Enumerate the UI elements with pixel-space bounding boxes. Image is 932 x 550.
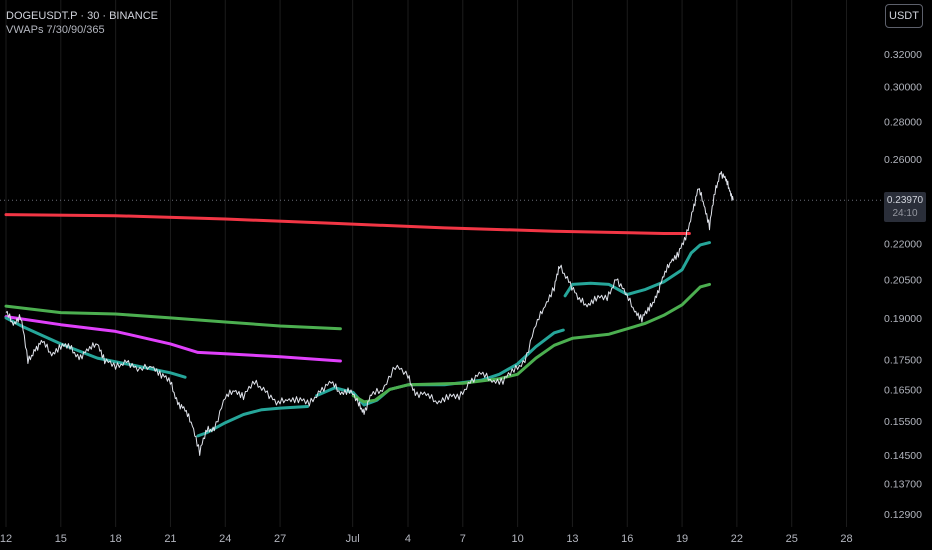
y-tick-label: 0.20500 (884, 274, 922, 286)
x-tick-label: 21 (164, 533, 176, 545)
x-tick-label: 10 (511, 533, 523, 545)
x-tick-label: 22 (731, 533, 743, 545)
bar-countdown: 24:10 (892, 208, 918, 220)
x-tick-label: 18 (110, 533, 122, 545)
x-tick-label: Jul (346, 533, 360, 545)
series-layer (4, 213, 711, 438)
y-tick-label: 0.15500 (884, 416, 922, 428)
vwap-line-teal-4 (196, 405, 309, 438)
chart-legend: DOGEUSDT.P · 30 · BINANCE VWAPs 7/30/90/… (6, 9, 158, 37)
y-tick-label: 0.19000 (884, 313, 922, 325)
last-price-tag: 0.23970 24:10 (884, 192, 926, 223)
vwap-line-teal-3 (4, 316, 187, 379)
y-tick-label: 0.12900 (884, 509, 922, 521)
y-tick-label: 0.32000 (884, 49, 922, 61)
axis-layer: 12 15 18 21 24 27 Jul 4 7 10 13 16 19 22 25 28 0.32000 0.… (0, 49, 922, 545)
y-tick-label: 0.22000 (884, 239, 922, 251)
symbol-title[interactable]: DOGEUSDT.P · 30 · BINANCE (6, 10, 158, 22)
x-tick-label: 28 (840, 533, 852, 545)
y-tick-label: 0.14500 (884, 450, 922, 462)
vwap-line-teal-6 (563, 241, 711, 298)
x-tick-label: 27 (274, 533, 286, 545)
vwap-line-green-7 (351, 282, 711, 404)
x-tick-label: 24 (219, 533, 231, 545)
x-tick-label: 25 (786, 533, 798, 545)
y-tick-label: 0.17500 (884, 355, 922, 367)
x-tick-label: 12 (0, 533, 12, 545)
price-layer (0, 171, 884, 456)
price-line (5, 171, 734, 456)
x-tick-label: 13 (566, 533, 578, 545)
x-tick-label: 7 (460, 533, 466, 545)
last-price-value: 0.23970 (886, 195, 924, 207)
y-tick-label: 0.26000 (884, 154, 922, 166)
indicator-title[interactable]: VWAPs 7/30/90/365 (6, 24, 105, 36)
x-tick-label: 4 (405, 533, 411, 545)
y-tick-label: 0.28000 (884, 117, 922, 129)
grid-layer (5, 0, 848, 527)
x-tick-label: 16 (621, 533, 633, 545)
vwap-line-red-0 (4, 213, 691, 235)
x-tick-label: 15 (55, 533, 67, 545)
currency-button[interactable]: USDT (885, 4, 923, 28)
vwap-line-magenta-2 (4, 315, 342, 363)
y-tick-label: 0.30000 (884, 82, 922, 94)
y-tick-label: 0.16500 (884, 384, 922, 396)
vwap-line-green-1 (4, 304, 342, 331)
x-tick-label: 19 (676, 533, 688, 545)
y-tick-label: 0.13700 (884, 479, 922, 491)
